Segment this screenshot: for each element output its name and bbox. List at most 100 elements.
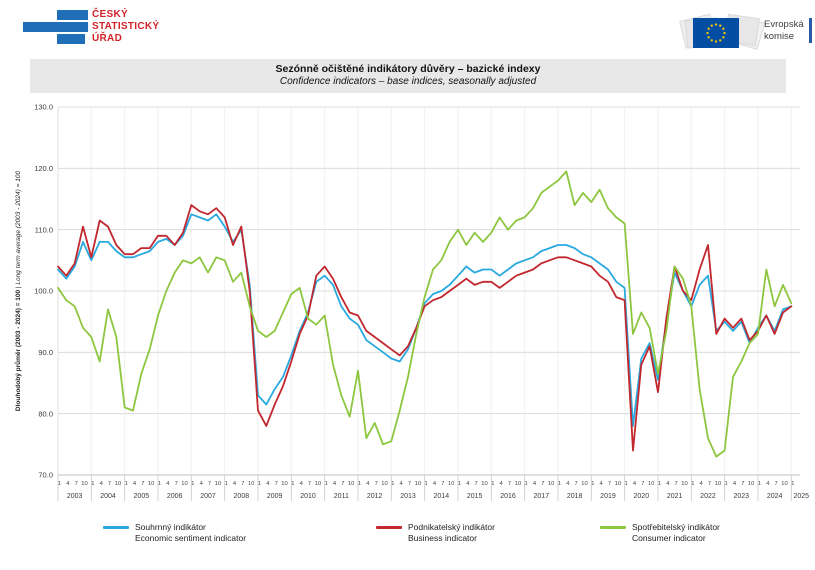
- month-tick-label: 7: [475, 481, 478, 487]
- eu-star: [719, 24, 722, 27]
- month-tick-label: 4: [700, 481, 704, 487]
- csu-logo-bar: [57, 34, 85, 44]
- month-tick-label: 10: [748, 481, 754, 487]
- month-tick-label: 4: [633, 481, 637, 487]
- month-tick-label: 4: [733, 481, 737, 487]
- y-tick-label: 120.0: [34, 164, 53, 173]
- month-tick-label: 10: [615, 481, 621, 487]
- month-tick-label: 4: [600, 481, 604, 487]
- eu-flag-icon: [693, 18, 739, 48]
- y-tick-label: 80.0: [38, 409, 53, 418]
- x-axis-month-labels: 1 4 7 10 1 4 7 10 1 4 7 10 1 4 7 10 1 4 7 10 1 4 7 10 1 4 7 10 1 4 7 10…: [58, 481, 795, 487]
- eu-star: [722, 27, 725, 30]
- month-tick-label: 7: [108, 481, 111, 487]
- month-tick-label: 1: [291, 481, 294, 487]
- x-axis-year-labels: 2003 2004 2005 2006 2007 2008 2009 2010 2011 2012…: [67, 493, 809, 500]
- month-tick-label: 7: [708, 481, 711, 487]
- month-tick-label: 10: [648, 481, 654, 487]
- month-tick-label: 4: [566, 481, 570, 487]
- month-tick-label: 7: [175, 481, 178, 487]
- y-axis-tick-labels: 130.0 120.0 110.0 100.0 90.0 80.0 70.0: [34, 103, 53, 480]
- month-tick-label: 1: [625, 481, 628, 487]
- year-label: 2024: [767, 493, 783, 500]
- month-tick-label: 4: [133, 481, 137, 487]
- year-label: 2023: [734, 493, 750, 500]
- month-tick-label: 4: [166, 481, 170, 487]
- year-label: 2020: [634, 493, 650, 500]
- legend-business-label-en: Business indicator: [408, 532, 477, 543]
- y-tick-label: 130.0: [34, 103, 53, 112]
- month-tick-label: 10: [248, 481, 254, 487]
- month-tick-label: 10: [381, 481, 387, 487]
- month-tick-label: 7: [408, 481, 411, 487]
- month-tick-label: 10: [281, 481, 287, 487]
- year-label: 2022: [700, 493, 716, 500]
- month-tick-label: 10: [148, 481, 154, 487]
- eu-star: [723, 31, 726, 35]
- month-tick-label: 1: [791, 481, 794, 487]
- eu-star: [719, 39, 722, 42]
- year-label: 2017: [534, 493, 550, 500]
- month-tick-label: 4: [333, 481, 337, 487]
- eu-star: [706, 31, 709, 35]
- horizontal-gridlines: [58, 106, 800, 476]
- legend-item-business: Podnikatelský indikátor Business indicat…: [376, 522, 495, 543]
- esi-line-swatch: [103, 526, 129, 529]
- month-tick-label: 4: [366, 481, 370, 487]
- month-tick-label: 10: [315, 481, 321, 487]
- month-tick-label: 7: [275, 481, 278, 487]
- month-tick-label: 10: [581, 481, 587, 487]
- month-tick-label: 7: [141, 481, 144, 487]
- eu-star: [707, 36, 710, 39]
- csu-logo-bar: [23, 22, 88, 32]
- month-tick-label: 1: [58, 481, 61, 487]
- month-tick-label: 4: [766, 481, 770, 487]
- legend-business-label-cz: Podnikatelský indikátor: [408, 522, 495, 532]
- x-axis-year-ticks: [57, 475, 792, 501]
- month-tick-label: 1: [725, 481, 728, 487]
- eu-blue-bar: [809, 18, 812, 43]
- month-tick-label: 4: [300, 481, 304, 487]
- eu-star: [710, 24, 713, 27]
- month-tick-label: 10: [81, 481, 87, 487]
- year-label: 2008: [234, 493, 250, 500]
- chart-title: Sezónně očištěné indikátory důvěry – baz…: [275, 63, 541, 75]
- year-label: 2005: [134, 493, 150, 500]
- chart-legend: Souhrnný indikátor Economic sentiment in…: [0, 522, 815, 556]
- consumer-line-swatch: [600, 526, 626, 529]
- month-tick-label: 1: [558, 481, 561, 487]
- eu-text-line1: Evropská: [764, 19, 804, 30]
- year-label: 2006: [167, 493, 183, 500]
- month-tick-label: 10: [115, 481, 121, 487]
- eu-commission-text: Evropská komise: [764, 19, 804, 42]
- year-label: 2025: [794, 493, 810, 500]
- month-tick-label: 7: [541, 481, 544, 487]
- eu-star: [707, 27, 710, 30]
- month-tick-label: 10: [481, 481, 487, 487]
- year-label: 2016: [500, 493, 516, 500]
- eu-commission-logo: Evropská komise: [668, 6, 813, 54]
- month-tick-label: 4: [66, 481, 70, 487]
- month-tick-label: 7: [775, 481, 778, 487]
- month-tick-label: 4: [466, 481, 470, 487]
- month-tick-label: 7: [75, 481, 78, 487]
- csu-logo-line3: ÚŘAD: [92, 33, 123, 44]
- csu-logo-line1: ČESKÝ: [92, 9, 128, 20]
- csu-logo: ČESKÝ STATISTICKÝ ÚŘAD: [22, 8, 242, 50]
- month-tick-label: 4: [233, 481, 237, 487]
- year-label: 2015: [467, 493, 483, 500]
- month-tick-label: 4: [500, 481, 504, 487]
- month-tick-label: 7: [441, 481, 444, 487]
- month-tick-label: 4: [266, 481, 270, 487]
- csu-logo-line2: STATISTICKÝ: [92, 21, 160, 32]
- year-label: 2009: [267, 493, 283, 500]
- y-axis-title: Dlouhodobý průměr (2003 - 2024) = 100 | …: [14, 171, 22, 412]
- month-tick-label: 7: [341, 481, 344, 487]
- year-label: 2021: [667, 493, 683, 500]
- legend-esi-label-cz: Souhrnný indikátor: [135, 522, 206, 532]
- year-label: 2012: [367, 493, 383, 500]
- eu-star: [710, 39, 713, 42]
- month-tick-label: 1: [458, 481, 461, 487]
- legend-consumer-label-cz: Spotřebitelský indikátor: [632, 522, 720, 532]
- eu-text-line2: komise: [764, 30, 795, 42]
